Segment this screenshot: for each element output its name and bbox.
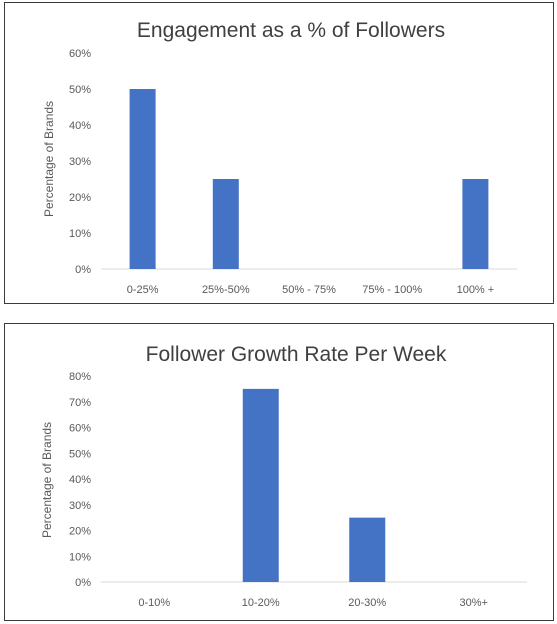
bar [242,388,279,582]
y-axis-label: Percentage of Brands [40,422,54,538]
y-tick-label: 10% [69,551,91,563]
y-tick-label: 20% [69,526,91,538]
x-tick-label: 0-25% [127,284,159,296]
x-tick-label: 100% + [457,284,495,296]
y-tick-label: 30% [69,156,91,168]
engagement-chart: Engagement as a % of Followers Percentage… [42,19,517,296]
y-tick-label: 30% [69,500,91,512]
y-tick-label: 40% [69,474,91,486]
y-tick-label: 0% [75,264,91,276]
y-tick-label: 40% [69,120,91,132]
y-tick-label: 50% [69,84,91,96]
bar [212,179,239,269]
x-tick-label: 0-10% [138,597,170,609]
chart-title: Follower Growth Rate Per Week [146,343,447,366]
bar [349,517,386,582]
bar [462,179,489,269]
y-tick-label: 80% [69,371,91,383]
bar [129,89,156,269]
x-tick-label: 20-30% [348,597,386,609]
y-tick-label: 10% [69,228,91,240]
y-tick-label: 0% [75,577,91,589]
y-tick-label: 70% [69,397,91,409]
y-tick-label: 60% [69,423,91,435]
growth-chart: Follower Growth Rate Per Week Percentage … [40,343,527,609]
y-tick-label: 50% [69,448,91,460]
y-tick-label: 60% [69,48,91,60]
x-tick-label: 10-20% [242,597,280,609]
x-tick-label: 50% - 75% [282,284,336,296]
chart-title: Engagement as a % of Followers [137,19,445,42]
y-tick-label: 20% [69,192,91,204]
x-tick-label: 25%-50% [202,284,250,296]
engagement-chart-panel: Engagement as a % of Followers Percentage… [4,2,554,304]
x-tick-label: 30%+ [460,597,488,609]
growth-chart-panel: Follower Growth Rate Per Week Percentage … [4,323,554,621]
y-axis-label: Percentage of Brands [42,101,56,217]
x-tick-label: 75% - 100% [362,284,422,296]
